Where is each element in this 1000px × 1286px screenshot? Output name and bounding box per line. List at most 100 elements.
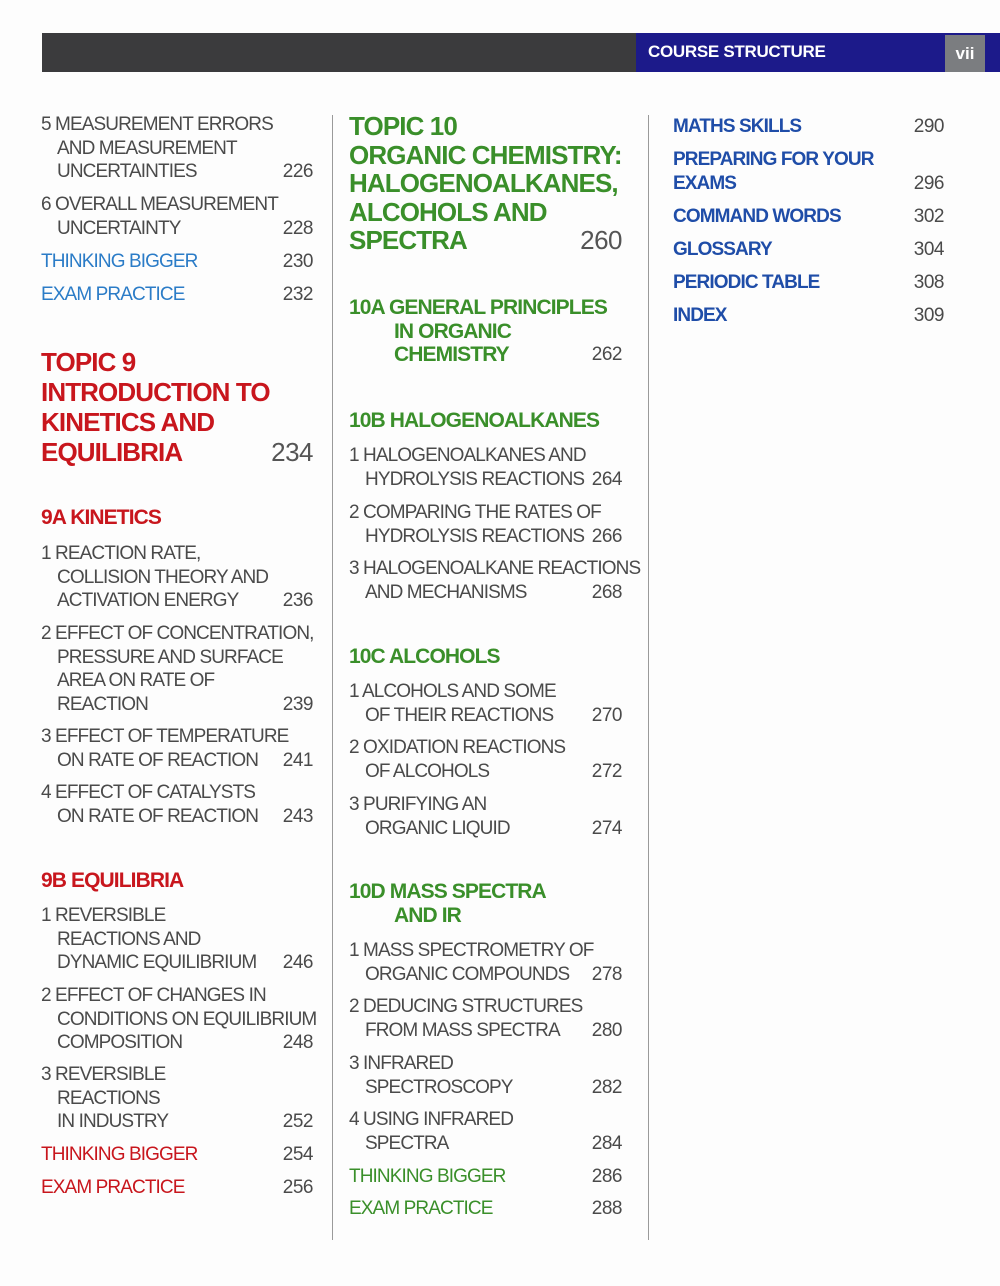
toc-entry-title-line: EXAMS [673, 173, 737, 194]
toc-entry[interactable]: GLOSSARY 304 [673, 238, 945, 262]
toc-entry[interactable]: 9A KINETICS [41, 506, 313, 530]
toc-entry-title-line: 10A GENERAL PRINCIPLES [349, 296, 608, 319]
toc-entry-title-line: 2 OXIDATION REACTIONS [349, 737, 566, 758]
toc-entry[interactable]: COMMAND WORDS 302 [673, 205, 945, 229]
toc-entry[interactable]: THINKING BIGGER 254 [41, 1143, 314, 1167]
toc-entry-page: 232 [282, 284, 314, 305]
toc-entry-title-line: AND MECHANISMS [365, 581, 527, 603]
toc-entry-title-line: 1 MASS SPECTROMETRY OF [349, 940, 594, 961]
toc-entry-title-line: IN INDUSTRY [57, 1111, 169, 1132]
toc-entry-title-line: REACTION [57, 693, 149, 715]
toc-entry[interactable]: PREPARING FOR YOUR EXAMS 296 [673, 148, 945, 196]
toc-entry-title-line: 10C ALCOHOLS [349, 645, 501, 668]
toc-entry[interactable]: 5 MEASUREMENT ERRORS AND MEASUREMENT UNCER… [41, 113, 314, 184]
toc-entry[interactable]: 4 USING INFRARED SPECTRA 284 [349, 1108, 623, 1155]
toc-entry-title-line: CHEMISTRY [394, 343, 510, 366]
toc-entry-title-line: 10D MASS SPECTRA [349, 880, 547, 903]
toc-entry-title-line: 6 OVERALL MEASUREMENT [41, 194, 279, 215]
toc-entry-title-line: TOPIC 10 [349, 111, 458, 141]
toc-entry-title-line: HALOGENOALKANES, [349, 168, 619, 198]
toc-entry-page: 248 [282, 1032, 314, 1053]
toc-entry-title-line: MATHS SKILLS [673, 116, 802, 137]
toc-entry[interactable]: 1 MASS SPECTROMETRY OF ORGANIC COMPOUNDS 2… [349, 939, 623, 986]
toc-entry-title-line: PREPARING FOR YOUR [673, 149, 874, 170]
toc-entry-title-line: FROM MASS SPECTRA [365, 1019, 561, 1041]
toc-entry-page: 226 [282, 161, 314, 182]
toc-entry-title-line: ACTIVATION ENERGY [57, 590, 239, 611]
toc-entry[interactable]: MATHS SKILLS 290 [673, 115, 945, 139]
toc-entry[interactable]: 10B HALOGENOALKANES [349, 409, 622, 433]
toc-entry-title-line: INDEX [673, 305, 727, 326]
toc-entry-title-line: THINKING BIGGER [41, 251, 198, 272]
toc-entry[interactable]: 1 ALCOHOLS AND SOME OF THEIR REACTIONS 270 [349, 680, 623, 727]
toc-entry[interactable]: 2 EFFECT OF CHANGES IN CONDITIONS ON EQUI… [41, 984, 317, 1055]
toc-entry-title-line: 2 EFFECT OF CONCENTRATION, [41, 623, 314, 644]
toc-entry[interactable]: 3 REVERSIBLE REACTIONS IN INDUSTRY 252 [41, 1063, 314, 1134]
toc-entry-title-line: 3 INFRARED [349, 1053, 454, 1074]
toc-entry-title-line: ORGANIC LIQUID [365, 817, 511, 839]
toc-entry[interactable]: 2 DEDUCING STRUCTURES FROM MASS SPECTRA 28… [349, 995, 623, 1042]
toc-entry[interactable]: PERIODIC TABLE 308 [673, 271, 945, 295]
toc-entry[interactable]: 1 HALOGENOALKANES AND HYDROLYSIS REACTION… [349, 444, 623, 491]
toc-entry[interactable]: THINKING BIGGER 230 [41, 250, 314, 274]
toc-entry-title-line: ON RATE OF REACTION [57, 805, 259, 827]
toc-entry[interactable]: 3 INFRARED SPECTROSCOPY 282 [349, 1052, 623, 1099]
toc-entry[interactable]: TOPIC 10 ORGANIC CHEMISTRY: HALOGENOALKANE… [349, 111, 623, 255]
toc-entry[interactable]: 9B EQUILIBRIA [41, 869, 313, 893]
toc-entry[interactable]: 4 EFFECT OF CATALYSTS ON RATE OF REACTION… [41, 781, 314, 828]
toc-entry-title-line: 3 PURIFYING AN [349, 794, 487, 815]
toc-entry-title-line: THINKING BIGGER [349, 1166, 506, 1187]
toc-entry-title-line: 3 REVERSIBLE [41, 1064, 166, 1085]
toc-entry-page: 239 [282, 693, 314, 715]
toc-entry[interactable]: 10D MASS SPECTRA AND IR [349, 880, 622, 927]
toc-entry[interactable]: TOPIC 9 INTRODUCTION TO KINETICS AND EQUILI… [41, 347, 313, 467]
toc-entry-title-line: AREA ON RATE OF [57, 670, 215, 691]
toc-entry-title-line: 5 MEASUREMENT ERRORS [41, 114, 274, 135]
toc-entry[interactable]: 2 EFFECT OF CONCENTRATION, PRESSURE AND S… [41, 622, 314, 716]
toc-entry-page: 266 [591, 525, 623, 547]
toc-entry[interactable]: 1 REVERSIBLE REACTIONS AND DYNAMIC EQUILIB… [41, 904, 314, 975]
toc-entry[interactable]: 10A GENERAL PRINCIPLES IN ORGANIC CHEMISTR… [349, 296, 623, 367]
toc-entry[interactable]: EXAM PRACTICE 256 [41, 1176, 314, 1200]
toc-entry-title-line: 1 REACTION RATE, [41, 543, 201, 564]
toc-entry[interactable]: EXAM PRACTICE 232 [41, 283, 314, 307]
toc-entry[interactable]: 2 OXIDATION REACTIONS OF ALCOHOLS 272 [349, 736, 623, 783]
toc-entry-title-line: HYDROLYSIS REACTIONS [365, 468, 585, 490]
toc-entry-title-line: 3 EFFECT OF TEMPERATURE [41, 726, 289, 747]
toc-entry-title-line: KINETICS AND [41, 407, 215, 437]
toc-entry-page: 241 [282, 749, 314, 771]
toc-entry-title-line: EXAM PRACTICE [349, 1198, 493, 1219]
toc-entry-title-line: EXAM PRACTICE [41, 284, 185, 305]
toc-entry[interactable]: 10C ALCOHOLS [349, 645, 622, 669]
toc-entry[interactable]: 2 COMPARING THE RATES OF HYDROLYSIS REACT… [349, 501, 623, 548]
toc-entry-page: 296 [913, 173, 945, 194]
toc-entry-title-line: GLOSSARY [673, 239, 773, 260]
toc-entry[interactable]: EXAM PRACTICE 288 [349, 1197, 623, 1221]
header-bar [42, 33, 636, 72]
toc-entry-page: 309 [913, 305, 945, 326]
toc-entry-title-line: INTRODUCTION TO [41, 377, 271, 407]
toc-entry-title-line: SPECTRA [349, 225, 468, 255]
toc-entry[interactable]: INDEX 309 [673, 304, 945, 328]
toc-entry[interactable]: 3 EFFECT OF TEMPERATURE ON RATE OF REACTI… [41, 725, 314, 772]
toc-entry[interactable]: 1 REACTION RATE, COLLISION THEORY AND ACTI… [41, 542, 314, 613]
toc-entry-title-line: PERIODIC TABLE [673, 272, 820, 293]
toc-entry-title-line: 2 COMPARING THE RATES OF [349, 502, 602, 523]
toc-entry-page: 230 [282, 251, 314, 272]
toc-entry-title-line: 4 EFFECT OF CATALYSTS [41, 782, 256, 803]
toc-entry-title-line: UNCERTAINTIES [57, 161, 198, 182]
toc-entry-title-line: OF ALCOHOLS [365, 760, 490, 782]
toc-entry-title-line: 3 HALOGENOALKANE REACTIONS [349, 558, 641, 579]
toc-entry[interactable]: THINKING BIGGER 286 [349, 1165, 623, 1189]
toc-entry[interactable]: 3 PURIFYING AN ORGANIC LIQUID 274 [349, 793, 623, 840]
toc-entry-page: 270 [591, 704, 623, 726]
toc-entry-page: 268 [591, 581, 623, 603]
toc-entry[interactable]: 3 HALOGENOALKANE REACTIONS AND MECHANISMS… [349, 557, 641, 604]
toc-entry-page: 280 [591, 1019, 623, 1041]
toc-entry-title-line: ORGANIC CHEMISTRY: [349, 139, 623, 170]
toc-entry-title-line: CONDITIONS ON EQUILIBRIUM [57, 1008, 317, 1030]
toc-entry-page: 284 [591, 1132, 623, 1154]
toc-entry-page: 308 [913, 272, 945, 293]
toc-entry[interactable]: 6 OVERALL MEASUREMENT UNCERTAINTY 228 [41, 193, 314, 240]
toc-entry-page: 286 [591, 1166, 623, 1187]
